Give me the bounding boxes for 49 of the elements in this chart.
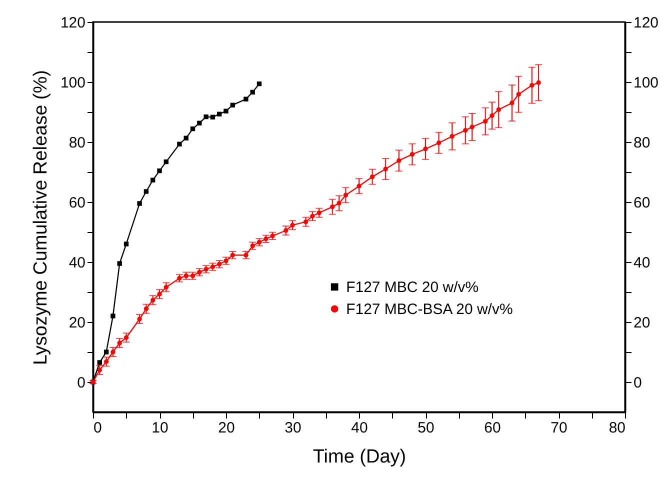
point: [184, 136, 188, 140]
point: [224, 108, 228, 114]
y-tick-label: 120: [60, 14, 86, 32]
y-tick-label: 40: [68, 254, 86, 272]
y-tick-label: 20: [68, 314, 86, 332]
point: [197, 120, 202, 126]
point: [256, 81, 262, 86]
x-tick-label: 20: [218, 420, 235, 436]
point: [144, 189, 149, 194]
legend-label: F127 MBC 20 w/v%: [346, 278, 479, 296]
point: [210, 114, 216, 120]
x-tick-label: 80: [608, 420, 626, 436]
x-axis-title: Time (Day): [312, 446, 406, 468]
y2-tick-label: 20: [634, 314, 650, 332]
point: [250, 90, 255, 95]
point: [157, 168, 162, 174]
x-tick-label: 50: [418, 420, 434, 436]
point: [230, 102, 235, 108]
point: [150, 178, 156, 182]
point: [117, 261, 122, 266]
y2-tick-label: 60: [634, 194, 650, 212]
point: [190, 126, 196, 132]
legend-label: F127 MBC-BSA 20 w/v%: [346, 300, 513, 318]
x-tick-label: 0: [94, 420, 102, 436]
y-tick-label: 80: [68, 134, 86, 152]
point: [204, 114, 208, 120]
point: [137, 201, 142, 206]
point: [217, 112, 222, 116]
x-tick-label: 60: [484, 420, 501, 436]
x-tick-label: 10: [152, 420, 168, 436]
point: [244, 96, 248, 102]
x-tick-label: 40: [351, 420, 368, 436]
y2-tick-label: 80: [634, 134, 650, 152]
x-tick-label: 30: [284, 420, 302, 436]
point: [124, 242, 129, 246]
y2-tick-label: 100: [634, 74, 659, 92]
y2-tick-label: 0: [634, 374, 642, 392]
y-tick-label: 100: [60, 74, 86, 92]
point: [177, 142, 182, 146]
y2-tick-label: 120: [634, 14, 659, 32]
point: [164, 159, 168, 164]
y2-tick-label: 40: [634, 254, 650, 272]
point: [97, 360, 102, 365]
y-tick-label: 0: [77, 374, 86, 392]
y-axis-title: Lysozyme Cumulative Release (%): [30, 70, 52, 365]
y-tick-label: 60: [68, 194, 86, 212]
point: [104, 350, 109, 354]
point: [110, 314, 116, 318]
x-tick-label: 70: [550, 420, 568, 436]
